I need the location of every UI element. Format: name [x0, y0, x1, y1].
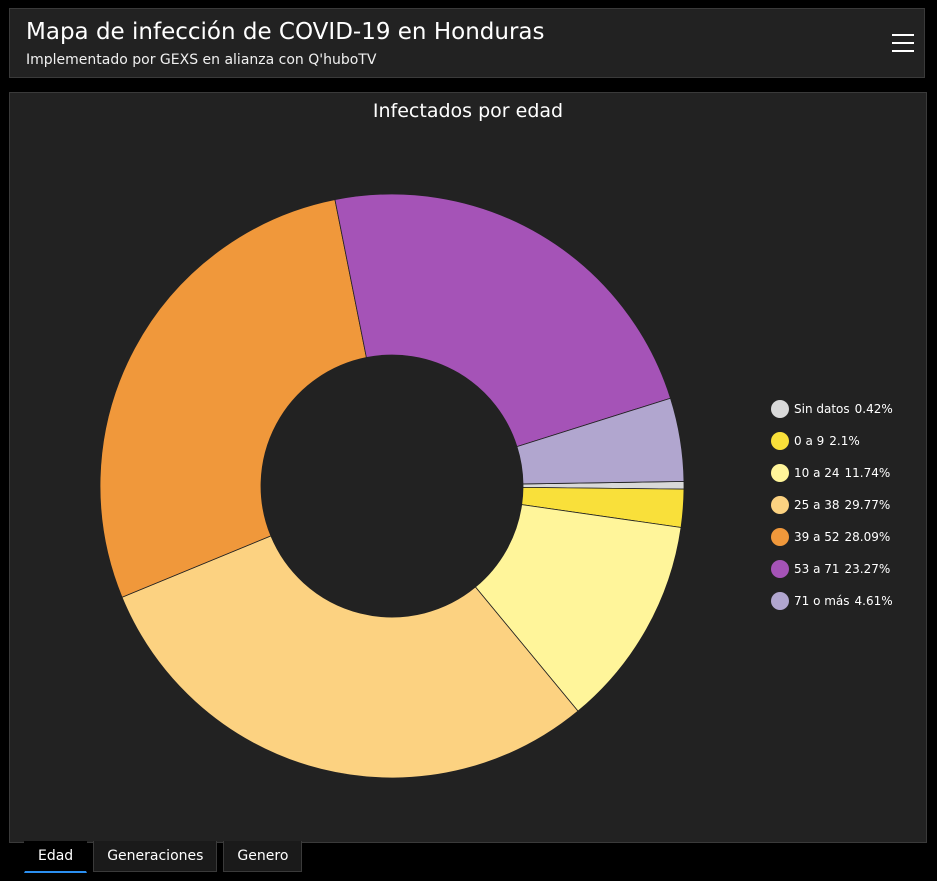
tab-genero[interactable]: Genero	[223, 841, 303, 872]
hamburger-menu-icon[interactable]	[890, 31, 916, 55]
legend-swatch	[771, 592, 789, 610]
legend-label: Sin datos	[794, 402, 850, 416]
legend-label: 39 a 52	[794, 530, 840, 544]
legend-item[interactable]: 10 a 24 11.74%	[771, 457, 893, 489]
legend-label: 0 a 9	[794, 434, 825, 448]
legend-value: 11.74%	[844, 466, 891, 480]
donut-chart	[99, 193, 685, 779]
legend-item[interactable]: 53 a 71 23.27%	[771, 553, 893, 585]
legend-item[interactable]: 25 a 38 29.77%	[771, 489, 893, 521]
legend-label: 53 a 71	[794, 562, 840, 576]
legend-item[interactable]: 0 a 9 2.1%	[771, 425, 893, 457]
pie-slice[interactable]	[474, 504, 682, 712]
page-subtitle: Implementado por GEXS en alianza con Q'h…	[26, 52, 377, 68]
pie-slice[interactable]	[99, 199, 367, 598]
tab-bar: Edad Generaciones Genero	[24, 841, 308, 873]
legend-value: 2.1%	[829, 434, 860, 448]
tab-generaciones[interactable]: Generaciones	[93, 841, 218, 872]
legend-item[interactable]: 39 a 52 28.09%	[771, 521, 893, 553]
legend-item[interactable]: 71 o más 4.61%	[771, 585, 893, 617]
legend-label: 10 a 24	[794, 466, 840, 480]
legend-value: 23.27%	[844, 562, 891, 576]
chart-title: Infectados por edad	[372, 100, 564, 122]
tab-edad[interactable]: Edad	[24, 841, 88, 873]
legend-value: 0.42%	[854, 402, 893, 416]
chart-legend: Sin datos 0.42% 0 a 9 2.1% 10 a 24 11.74% 25 a…	[771, 393, 893, 617]
legend-swatch	[771, 496, 789, 514]
legend-item[interactable]: Sin datos 0.42%	[771, 393, 893, 425]
legend-swatch	[771, 464, 789, 482]
legend-label: 71 o más	[794, 594, 850, 608]
pie-slice[interactable]	[516, 397, 685, 485]
legend-value: 29.77%	[844, 498, 891, 512]
app-header: Mapa de infección de COVID-19 en Hondura…	[9, 8, 925, 78]
legend-value: 4.61%	[854, 594, 893, 608]
legend-swatch	[771, 528, 789, 546]
legend-swatch	[771, 560, 789, 578]
legend-swatch	[771, 400, 789, 418]
legend-label: 25 a 38	[794, 498, 840, 512]
pie-slice[interactable]	[334, 193, 671, 448]
pie-slice[interactable]	[121, 535, 579, 779]
legend-value: 28.09%	[844, 530, 891, 544]
page-title: Mapa de infección de COVID-19 en Hondura…	[26, 19, 545, 45]
chart-panel: Infectados por edad Sin datos 0.42% 0 a 9 2…	[9, 92, 927, 843]
legend-swatch	[771, 432, 789, 450]
